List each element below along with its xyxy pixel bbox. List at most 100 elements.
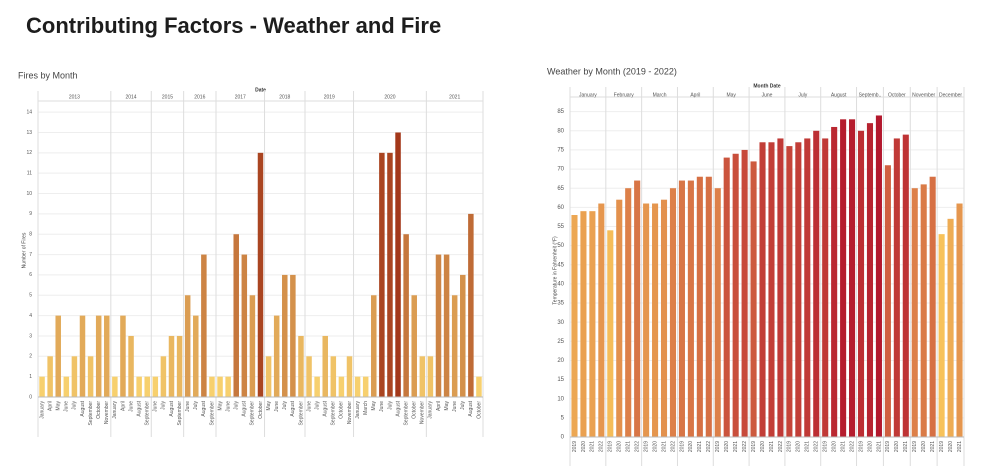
bar xyxy=(120,315,126,397)
bar xyxy=(112,376,118,397)
x-tick-label: October xyxy=(258,401,264,419)
x-tick-label: July xyxy=(282,401,288,410)
y-tick-label: 35 xyxy=(557,301,564,307)
bar xyxy=(804,138,811,437)
x-tick-label: August xyxy=(395,400,401,416)
bar xyxy=(705,176,712,438)
header-label: Date xyxy=(255,87,266,93)
bar xyxy=(338,376,345,397)
x-tick-label: 2022 xyxy=(814,441,820,452)
y-tick-label: 55 xyxy=(557,224,564,230)
x-tick-label: November xyxy=(104,401,110,424)
x-tick-label: June xyxy=(225,401,231,412)
group-label: January xyxy=(579,92,597,98)
x-tick-label: 2020 xyxy=(652,441,658,452)
bar xyxy=(39,376,45,397)
group-label: February xyxy=(614,92,635,98)
x-tick-label: 2022 xyxy=(599,441,605,452)
x-tick-label: 2019 xyxy=(787,441,793,452)
bar xyxy=(589,211,596,437)
bar xyxy=(857,130,865,438)
x-tick-label: January xyxy=(112,401,118,419)
x-tick-label: June xyxy=(452,401,458,412)
bar xyxy=(193,315,199,397)
bar xyxy=(956,203,963,437)
bar xyxy=(257,152,264,397)
y-tick-label: 40 xyxy=(557,281,564,287)
bar xyxy=(840,119,847,437)
bar xyxy=(265,356,272,397)
y-tick-label: 30 xyxy=(557,320,564,326)
x-tick-label: 2019 xyxy=(643,441,649,452)
bar xyxy=(63,376,70,397)
y-tick-label: 50 xyxy=(557,243,564,249)
x-tick-label: June xyxy=(379,401,385,412)
x-tick-label: 2019 xyxy=(823,441,829,452)
bar xyxy=(168,335,175,397)
y-tick-label: 7 xyxy=(29,252,32,258)
bar xyxy=(732,153,739,438)
bar xyxy=(176,335,183,397)
x-tick-label: September xyxy=(298,401,304,426)
x-tick-label: January xyxy=(355,401,361,419)
x-tick-label: July xyxy=(193,401,199,410)
bar xyxy=(625,188,632,437)
bar xyxy=(866,123,874,437)
x-tick-label: January xyxy=(428,401,434,419)
dashboard-title: Contributing Factors - Weather and Fire xyxy=(26,13,441,38)
x-tick-label: 2022 xyxy=(742,441,748,452)
x-tick-label: 2021 xyxy=(876,441,882,452)
bar xyxy=(290,274,296,397)
x-tick-label: 2021 xyxy=(840,441,846,452)
x-tick-label: March xyxy=(363,401,369,415)
group-label: 2013 xyxy=(69,94,80,100)
x-tick-label: June xyxy=(153,401,159,412)
y-tick-label: 2 xyxy=(29,354,32,360)
y-axis-label: Temperature in Fahrenheit (°F) xyxy=(552,236,558,305)
x-tick-label: 2022 xyxy=(706,441,712,452)
x-tick-label: May xyxy=(56,401,62,411)
bar xyxy=(893,138,900,437)
x-tick-label: July xyxy=(314,401,320,410)
x-tick-label: September xyxy=(209,401,215,426)
group-label: June xyxy=(762,92,773,98)
bar xyxy=(607,230,614,437)
bar xyxy=(282,274,288,397)
bar xyxy=(460,274,466,397)
group-label: March xyxy=(653,92,667,98)
x-tick-label: July xyxy=(387,401,393,410)
x-tick-label: September xyxy=(250,401,256,426)
x-tick-label: 2020 xyxy=(831,441,837,452)
x-tick-label: June xyxy=(185,401,191,412)
x-tick-label: 2019 xyxy=(608,441,614,452)
x-tick-label: July xyxy=(72,401,78,410)
bar xyxy=(273,315,280,397)
x-tick-label: August xyxy=(201,400,207,416)
bar xyxy=(330,356,337,397)
y-tick-label: 11 xyxy=(27,171,32,177)
x-tick-label: January xyxy=(39,401,45,419)
bar xyxy=(616,199,623,437)
bar xyxy=(669,188,677,437)
bar xyxy=(371,295,377,397)
bar xyxy=(777,138,784,437)
x-tick-label: 2020 xyxy=(581,441,587,452)
x-tick-label: April xyxy=(120,401,126,411)
bar xyxy=(634,180,641,437)
bar xyxy=(652,203,659,437)
x-tick-label: 2020 xyxy=(894,441,900,452)
bar xyxy=(750,161,757,437)
x-tick-label: July xyxy=(161,401,167,410)
y-tick-label: 3 xyxy=(29,333,32,339)
group-label: 2020 xyxy=(384,94,395,100)
y-tick-label: 0 xyxy=(561,435,565,441)
bar xyxy=(580,211,587,437)
bar xyxy=(451,295,458,397)
bar xyxy=(411,295,417,397)
group-label: 2019 xyxy=(324,94,335,100)
y-tick-label: 6 xyxy=(29,272,32,278)
x-tick-label: June xyxy=(128,401,134,412)
bar xyxy=(71,356,78,397)
